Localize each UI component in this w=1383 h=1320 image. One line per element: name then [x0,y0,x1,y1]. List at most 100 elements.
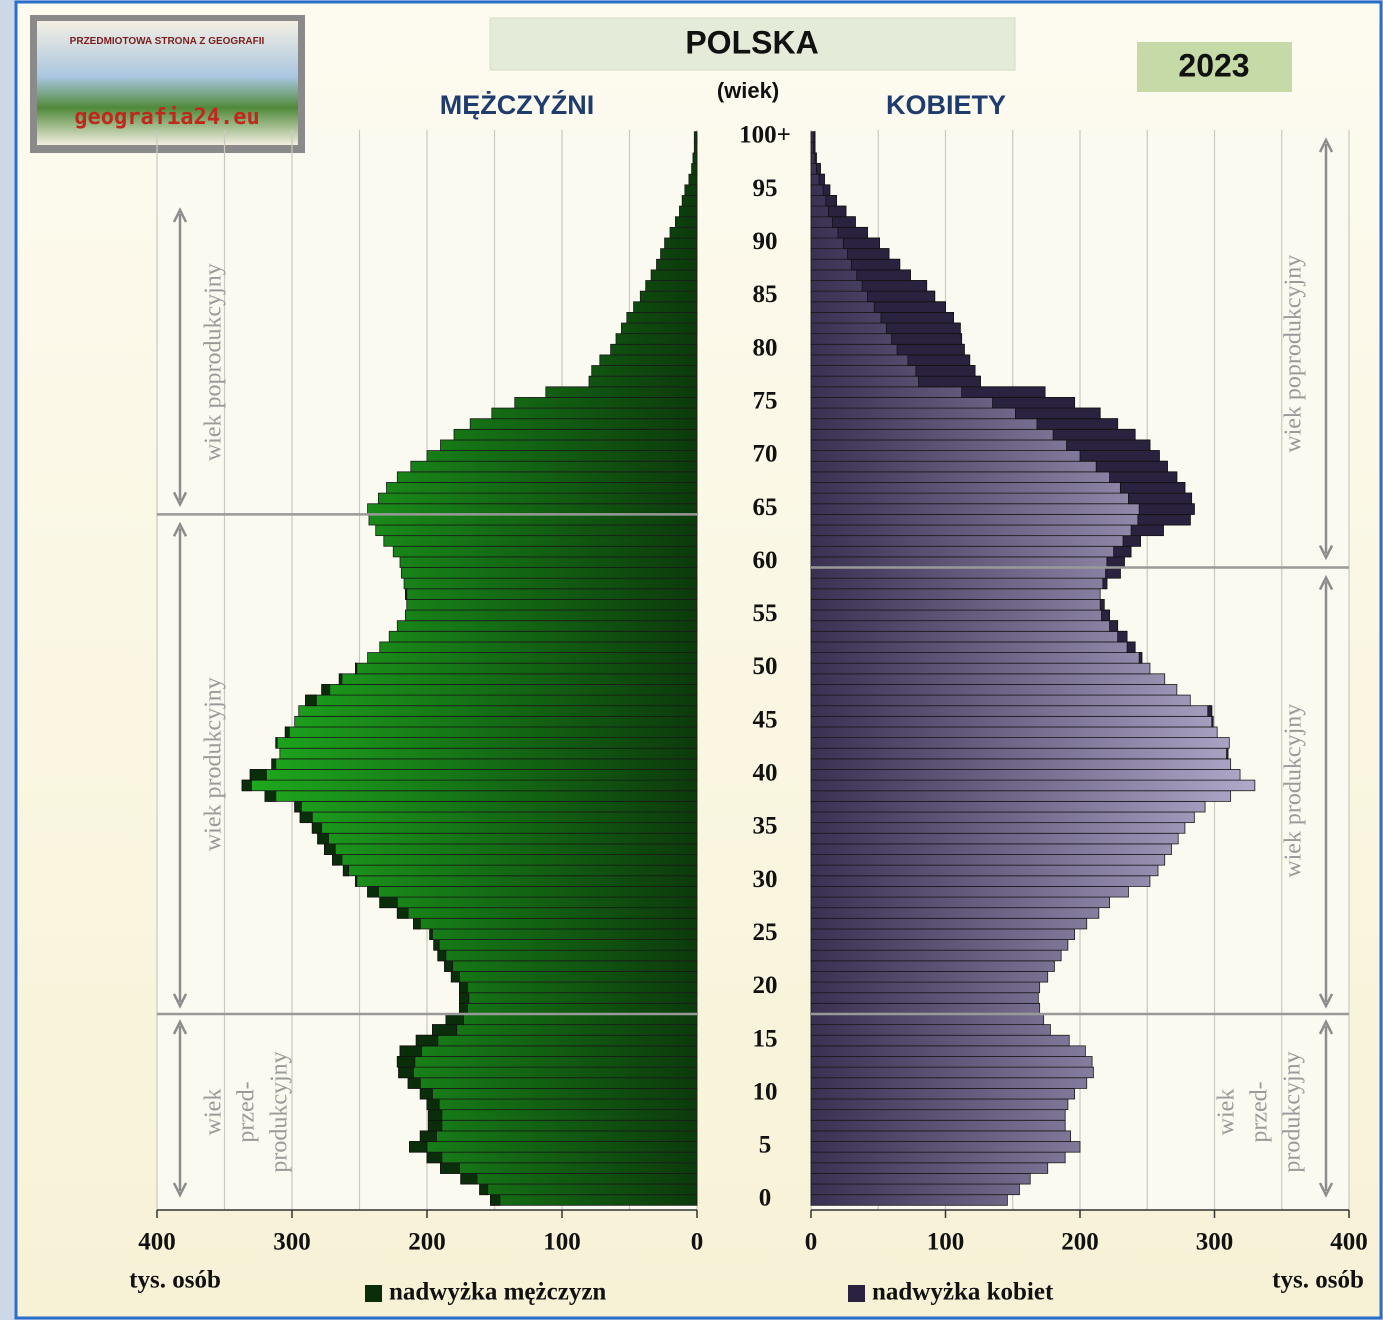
arrow-head [1318,1182,1334,1198]
arrow-head [172,491,188,508]
arrow-head [172,1182,188,1198]
bar [392,545,698,558]
zone-label: przed- [234,1081,260,1142]
bar [810,662,1151,675]
surplus-bar [961,386,1046,398]
bar [810,822,1186,834]
bar [445,1013,698,1026]
bar [332,854,698,866]
surplus-bar [1106,556,1125,568]
bar [810,779,1256,792]
surplus-bar [1122,535,1141,547]
y-tick-label: 90 [753,228,778,255]
zone-label: wiek produkcyjny [1281,704,1307,878]
zone-label: produkcyjny [267,1051,293,1172]
bar [450,971,698,983]
surplus-bar [275,737,278,749]
bar [810,939,1069,951]
bar [469,418,698,430]
arrow-head [172,993,188,1009]
bar [810,896,1110,909]
x-axis-label: tys. osób [1272,1267,1364,1294]
surplus-bar [398,1066,414,1079]
surplus-bar [907,354,971,366]
bar [810,726,1218,738]
plot: 0 100 200 300 400 0 100 200 300 400 0 5 10 15 20 25 30 35… [138,122,1368,1306]
x-tick-label: 400 [1330,1229,1368,1256]
bar [810,1162,1049,1174]
bar [271,758,698,770]
surplus-bar [437,949,447,962]
surplus-bar [880,312,954,324]
bar [810,1130,1071,1142]
y-tick-label: 60 [753,547,778,574]
surplus-bar [249,769,267,781]
y-axis-label: (wiek) [717,78,779,103]
legend-label: nadwyżka mężczyzn [389,1279,606,1306]
surplus-bar [896,343,965,356]
y-tick-label: 95 [753,175,778,202]
surplus-bar [825,195,837,207]
bar [810,652,1143,664]
surplus-bar [818,173,825,186]
y-tick-label: 65 [753,494,778,521]
surplus-bar [407,1077,421,1089]
x-tick-label: 100 [927,1229,965,1256]
surplus-bar [1066,439,1151,451]
bar [298,705,698,717]
bar [679,205,698,218]
bar [810,1045,1086,1057]
bar [545,386,698,398]
surplus-bar [367,886,379,898]
surplus-bar [264,790,277,802]
surplus-bar [1126,641,1136,653]
bar [399,556,698,568]
bar [342,864,698,877]
surplus-bar [846,248,890,260]
surplus-bar [822,184,831,196]
zone-label: wiek [201,1089,227,1136]
surplus-bar [1226,747,1229,760]
bar [610,343,698,356]
surplus-bar [445,1013,464,1026]
bar [810,737,1230,749]
surplus-bar [842,237,880,250]
surplus-bar [1101,609,1110,622]
bar [810,620,1119,632]
surplus-bar [427,1109,443,1121]
zone-label: wiek [1214,1089,1240,1136]
bar [681,195,698,207]
bar [810,790,1232,802]
bar [810,715,1214,728]
bar [810,535,1141,547]
bar [810,641,1136,653]
surplus-bar [458,992,470,1004]
surplus-bar [355,875,358,887]
bar [279,747,698,760]
bar [810,1119,1066,1132]
surplus-bar [1105,567,1121,579]
bar [810,588,1101,600]
bar [427,1109,698,1121]
bar [294,715,698,728]
surplus-bar [355,662,358,675]
bar [810,1183,1020,1196]
bar [664,237,698,250]
bar [810,981,1041,994]
bar [691,163,698,175]
surplus-bar [837,226,868,239]
bar [810,1109,1066,1121]
surplus-bar [1099,599,1105,611]
surplus-bar [332,854,343,866]
bar [633,301,698,313]
bar [491,407,698,420]
bar [810,694,1191,707]
surplus-bar [828,205,847,218]
bar [379,641,698,653]
bar [810,556,1125,568]
logo-text: PRZEDMIOTOWA STRONA Z GEOGRAFII [70,36,265,47]
bar [621,322,698,335]
bar [599,354,698,366]
bar [810,864,1159,877]
surplus-bar [409,1141,428,1153]
